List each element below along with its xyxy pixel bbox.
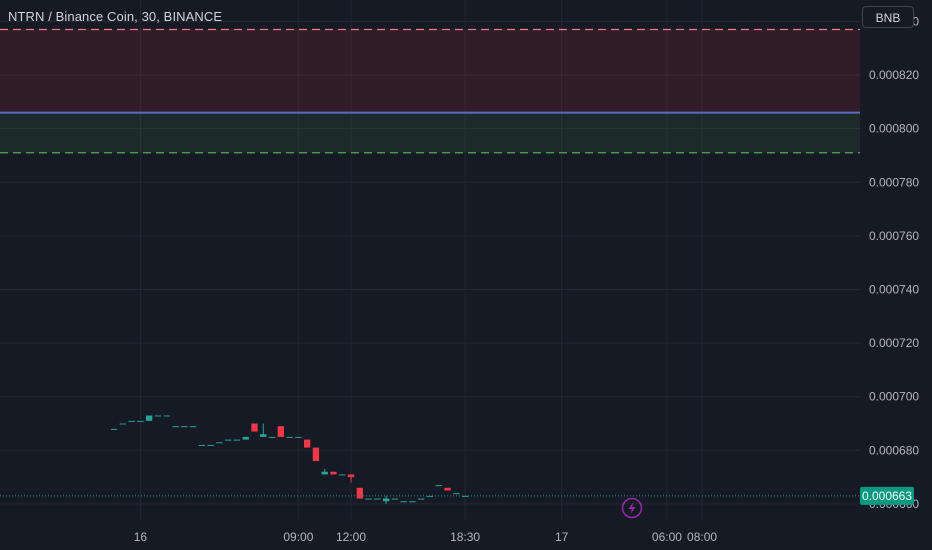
candle-body	[260, 434, 267, 437]
candle-body	[444, 487, 451, 491]
price-axis[interactable]: 0.0008400.0008200.0008000.0007800.000760…	[869, 14, 919, 510]
price-tick-label: 0.000720	[869, 336, 919, 350]
candle-body	[382, 498, 390, 502]
price-tick-label: 0.000760	[869, 229, 919, 243]
lightning-icon[interactable]	[621, 497, 643, 519]
candle-body	[163, 415, 170, 417]
candle-body	[374, 498, 381, 500]
candle-body	[154, 415, 162, 417]
candle-body	[295, 436, 302, 438]
price-tick-label: 0.000740	[869, 282, 919, 296]
candle-body	[277, 426, 284, 437]
candle-body	[189, 426, 197, 428]
time-tick-label: 08:00	[687, 530, 717, 544]
candles	[110, 415, 469, 504]
lower-zone	[0, 112, 860, 153]
price-tick-label: 0.000820	[869, 68, 919, 82]
chart-title: NTRN / Binance Coin, 30, BINANCE	[8, 9, 223, 24]
candle-body	[225, 439, 232, 441]
candle-body	[198, 444, 205, 446]
range-bands	[0, 28, 860, 154]
candle-body	[119, 423, 127, 425]
candle-body	[207, 444, 214, 446]
time-tick-label: 06:00	[652, 530, 682, 544]
candle-body	[356, 487, 363, 499]
last-price-marker: 0.000663	[0, 486, 914, 505]
candle-body	[146, 415, 153, 421]
candle-body	[365, 498, 372, 500]
candle-body	[181, 426, 188, 428]
grid-lines	[0, 0, 860, 520]
candle-body	[216, 442, 223, 444]
candle-body	[400, 501, 407, 503]
price-tick-label: 0.000700	[869, 390, 919, 404]
candle-body	[418, 498, 425, 500]
candle-body	[233, 439, 241, 441]
currency-button[interactable]: BNB	[862, 6, 914, 28]
time-axis[interactable]: 16 09:00 12:00 18:30 17 06:00 08:00	[134, 530, 718, 544]
candle-body	[128, 420, 135, 422]
time-tick-label: 18:30	[450, 530, 480, 544]
upper-zone	[0, 29, 860, 113]
time-tick-label: 16	[134, 530, 148, 544]
price-tick-label: 0.000680	[869, 443, 919, 457]
candle-body	[286, 436, 293, 438]
candle-body	[391, 498, 399, 500]
time-tick-label: 12:00	[336, 530, 366, 544]
candle-body	[453, 493, 460, 495]
candle-body	[268, 436, 276, 438]
time-tick-label: 17	[555, 530, 569, 544]
candle-body	[347, 474, 355, 478]
last-price-label: 0.000663	[862, 489, 912, 503]
candle-body	[435, 485, 442, 487]
candle-body	[137, 420, 144, 422]
candle-body	[330, 471, 337, 475]
candle-body	[110, 428, 118, 430]
candle-body	[172, 426, 179, 428]
time-tick-label: 09:00	[283, 530, 313, 544]
candle-body	[312, 447, 320, 462]
price-tick-label: 0.000800	[869, 122, 919, 136]
candle-body	[321, 471, 328, 475]
last-price-badge	[860, 486, 914, 505]
candle-body	[251, 423, 258, 432]
candle-body	[409, 501, 416, 503]
price-tick-label: 0.000780	[869, 175, 919, 189]
candle-body	[303, 439, 311, 448]
candle-body	[339, 474, 346, 476]
candle-body	[242, 436, 249, 440]
